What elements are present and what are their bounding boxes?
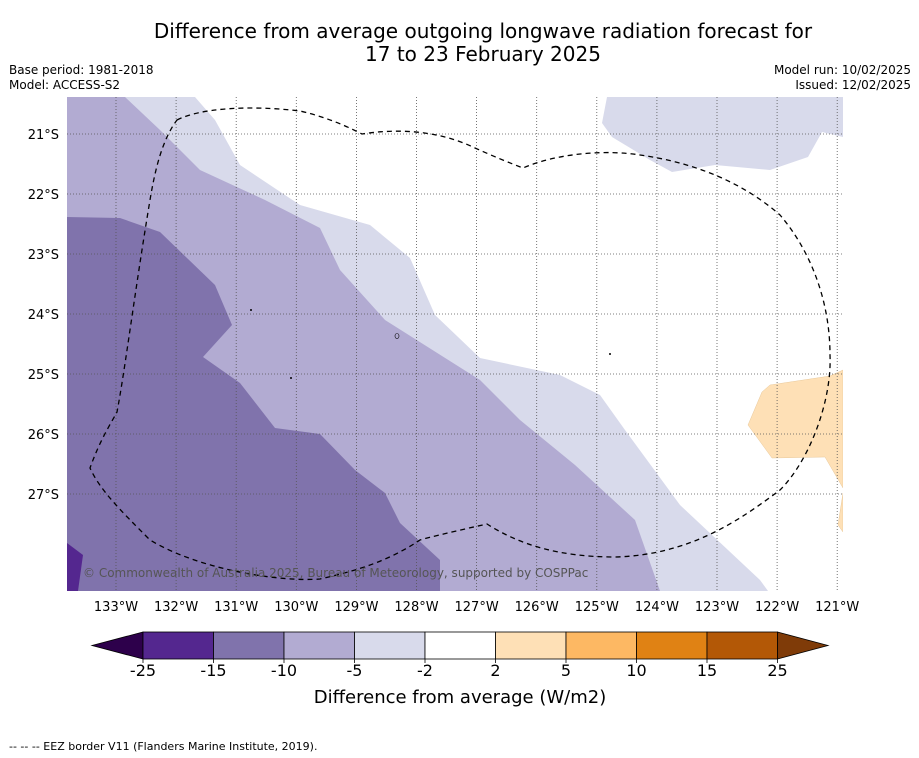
longitude-label: 130°W [274,600,318,615]
colorbar-segment [142,631,214,660]
latitude-label: 24°S [28,308,59,323]
island-speck [250,309,252,311]
region-minus5-to-minus2-northeast [602,97,843,172]
eez-border [89,107,831,581]
colorbar-segment [495,631,567,660]
latitude-label: 21°S [28,128,59,143]
colorbar-extend-low [90,631,144,660]
model-run: Model run: 10/02/2025 [773,63,911,77]
colorbar-segment [283,631,355,660]
longitude-label: 126°W [515,600,559,615]
longitude-label: 128°W [394,600,438,615]
latitude-label: 26°S [28,428,59,443]
colorbar-segment [636,631,708,660]
colorbar-segment [706,631,778,660]
longitude-label: 125°W [575,600,619,615]
colorbar-tick-label: 15 [697,661,717,680]
map-title-line2: 17 to 23 February 2025 [365,42,601,66]
island-speck [609,353,611,355]
latitude-label: 27°S [28,488,59,503]
colorbar-tick-label: -10 [271,661,297,680]
model-name: Model: ACCESS-S2 [9,78,121,92]
region-2-to-5-southeast [837,492,843,533]
colorbar-label: Difference from average (W/m2) [314,687,606,708]
map-area: © Commonwealth of Australia 2025, Bureau… [67,97,843,591]
eez-legend-note: -- -- -- EEZ border V11 (Flanders Marine… [9,740,318,753]
longitude-label: 129°W [334,600,378,615]
longitude-label: 133°W [94,600,138,615]
colorbar-ticks: -25 -15 -10 -5 -2 2 5 10 15 25 [130,661,788,680]
map-title-line1: Difference from average outgoing longwav… [153,19,813,43]
longitude-labels: 133°W 132°W 131°W 130°W 129°W 128°W 127°W 126°W… [94,600,860,615]
issued-date: Issued: 12/02/2025 [795,78,911,92]
colorbar [90,631,830,663]
copyright-notice: © Commonwealth of Australia 2025, Bureau… [83,566,588,580]
region-minus15-to-minus10 [67,217,440,591]
region-minus25-to-minus15 [67,543,83,591]
meta-left: Base period: 1981-2018 Model: ACCESS-S2 [9,63,154,93]
meta-right: Model run: 10/02/2025 Issued: 12/02/2025 [774,63,911,93]
colorbar-segment [213,631,285,660]
colorbar-tick-label: -25 [130,661,156,680]
latitude-label: 23°S [28,248,59,263]
colorbar-tick-label: -15 [200,661,226,680]
longitude-label: 121°W [815,600,859,615]
latitude-labels: 21°S 22°S 23°S 24°S 25°S 26°S 27°S [28,128,59,503]
island-outline [394,333,400,339]
colorbar-extend-high [777,631,830,660]
latitude-label: 22°S [28,188,59,203]
longitude-label: 131°W [214,600,258,615]
base-period: Base period: 1981-2018 [9,63,154,77]
island-speck [290,377,292,379]
colorbar-tick-label: -2 [417,661,433,680]
longitude-label: 127°W [455,600,499,615]
colorbar-segment [424,631,496,660]
colorbar-segment [354,631,426,660]
colorbar-segment [565,631,637,660]
longitude-label: 132°W [154,600,198,615]
colorbar-tick-label: 10 [626,661,646,680]
region-2-to-5-east [747,369,843,489]
gridlines [67,97,843,591]
latitude-label: 25°S [28,368,59,383]
colorbar-tick-label: 2 [490,661,500,680]
longitude-label: 123°W [695,600,739,615]
longitude-label: 122°W [755,600,799,615]
colorbar-tick-label: 5 [561,661,571,680]
colorbar-tick-label: -5 [347,661,363,680]
longitude-label: 124°W [635,600,679,615]
colorbar-tick-label: 25 [767,661,787,680]
